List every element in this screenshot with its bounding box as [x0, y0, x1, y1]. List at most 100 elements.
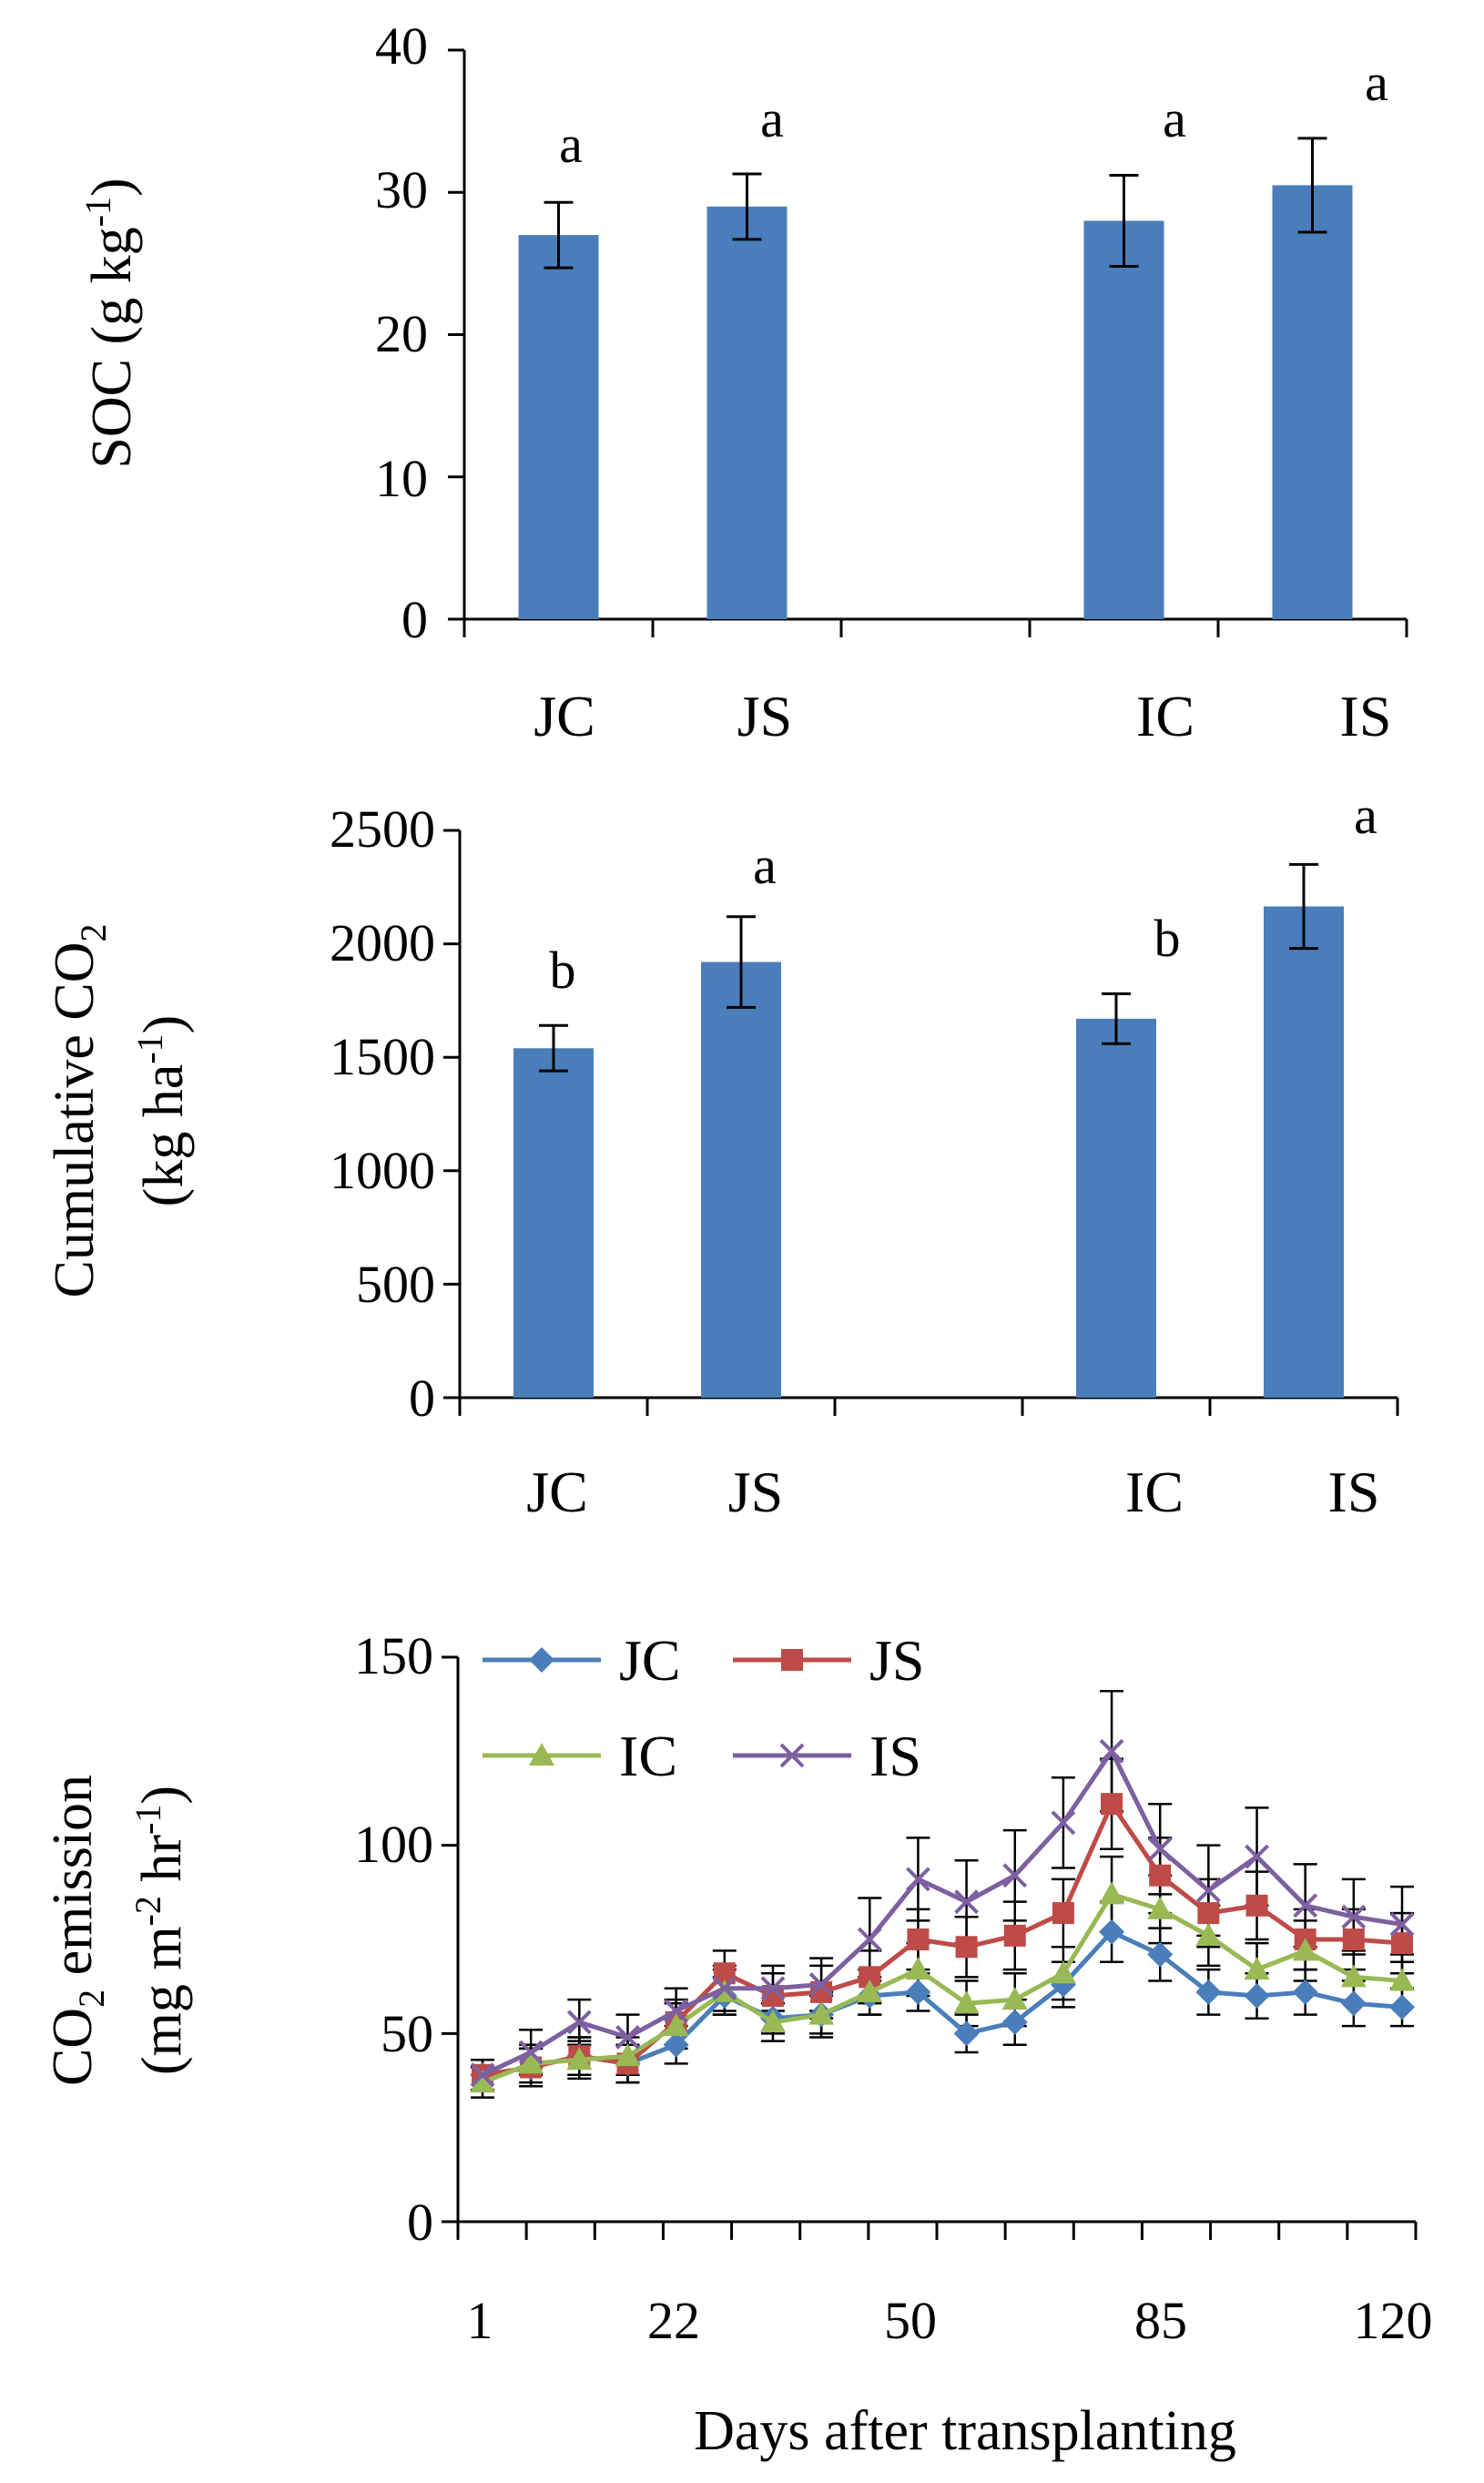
data-point-is [1293, 1893, 1318, 1918]
data-point-jc [1195, 1979, 1222, 2005]
emission-ylabel-line1: CO2 emission [42, 1775, 112, 2086]
data-point-jc [1001, 2009, 1028, 2035]
soc-cat-ic: IC [1136, 684, 1194, 748]
emission-legend: JC JS IC IS [483, 1628, 925, 1788]
emission-xtick-50: 50 [884, 2291, 937, 2350]
soc-letter-jc: a [559, 115, 583, 174]
data-point-js [907, 1928, 930, 1950]
data-point-is [712, 1976, 737, 2001]
series-line-ic [482, 1891, 1403, 2085]
data-point-jc [1389, 1994, 1415, 2020]
data-point-ic [1389, 1968, 1415, 1991]
data-point-ic [1099, 1881, 1125, 1905]
legend-marker-is [779, 1743, 805, 1768]
data-point-ic [1244, 1957, 1270, 1980]
emission-xtick-1: 1 [467, 2291, 493, 2350]
co2-ytick-2000: 2000 [330, 913, 435, 972]
data-point-js [1101, 1793, 1123, 1816]
co2-letter-jc: b [550, 941, 576, 1000]
data-point-is [566, 2010, 592, 2035]
data-point-is [1147, 1837, 1173, 1862]
data-point-js [1052, 1902, 1074, 1925]
data-point-jc [1099, 1918, 1125, 1945]
soc-category-labels: JC JS IC IS [534, 684, 1391, 748]
soc-plot-area [448, 48, 1408, 637]
co2-cat-ic: IC [1125, 1460, 1184, 1524]
data-point-jc [663, 2031, 689, 2058]
data-point-ic [1292, 1938, 1318, 1961]
co2-ytick-1500: 1500 [330, 1027, 435, 1086]
series-is [470, 1738, 1415, 2088]
emission-xtick-85: 85 [1134, 2291, 1187, 2350]
data-point-ic [759, 2009, 786, 2032]
data-point-ic [905, 1957, 931, 1980]
data-point-ic [1001, 1987, 1028, 2010]
co2-emission-chart: CO2 emission (mg m-2 hr-1) 0 50 100 150 … [42, 1626, 1433, 2462]
data-point-is [1341, 1904, 1367, 1929]
data-point-ic [1340, 1964, 1367, 1988]
legend-marker-jc [529, 1647, 554, 1673]
data-point-ic [470, 2070, 495, 2093]
soc-bar-js [706, 206, 788, 619]
emission-xlabel: Days after transplanting [694, 2400, 1236, 2462]
soc-ytick-labels: 0 10 20 30 40 [375, 16, 428, 649]
legend-marker-js [781, 1649, 803, 1671]
soc-ylabel: SOC (g kg-1) [77, 178, 143, 468]
soc-bar-jc [518, 235, 599, 619]
data-point-ic [663, 2013, 689, 2037]
co2-ytick-1000: 1000 [330, 1141, 435, 1200]
data-point-ic [808, 2001, 835, 2025]
co2-bar-js [701, 962, 781, 1398]
cumulative-co2-letter-labels: b a b a [550, 786, 1377, 1000]
soc-ytick-20: 20 [375, 304, 428, 363]
data-point-ic [566, 2047, 593, 2071]
series-js [472, 1793, 1413, 2086]
soc-letter-is: a [1365, 53, 1388, 112]
data-point-js [1391, 1932, 1413, 1955]
co2-cat-js: JS [728, 1460, 784, 1524]
cumulative-co2-ytick-labels: 0 500 1000 1500 2000 2500 [330, 799, 435, 1428]
data-point-jc [1147, 1941, 1174, 1968]
data-point-ic [1147, 1896, 1174, 1919]
emission-ytick-50: 50 [381, 2004, 433, 2063]
co2-ytick-0: 0 [409, 1369, 435, 1428]
soc-ytick-30: 30 [375, 160, 428, 219]
co2-letter-ic: b [1154, 909, 1181, 968]
data-point-js [955, 1936, 978, 1959]
soc-cat-jc: JC [534, 684, 595, 748]
legend-label-js: JS [869, 1628, 925, 1693]
co2-cat-jc: JC [526, 1460, 588, 1524]
legend-label-jc: JC [619, 1628, 681, 1693]
cumulative-co2-category-labels: JC JS IC IS [526, 1460, 1379, 1524]
series-errorbars-is [471, 1689, 1414, 2091]
data-point-is [760, 1976, 786, 2001]
data-point-is [1099, 1738, 1124, 1764]
data-point-ic [1195, 1922, 1222, 1946]
data-point-is [1195, 1878, 1221, 1903]
co2-ytick-500: 500 [356, 1255, 435, 1314]
legend-label-is: IS [869, 1724, 921, 1788]
data-point-is [857, 1927, 882, 1952]
data-point-is [808, 1972, 834, 1998]
cumulative-co2-plot-area [443, 829, 1399, 1416]
data-point-is [1051, 1810, 1076, 1836]
data-point-jc [1292, 1979, 1318, 2005]
data-point-js [1342, 1928, 1365, 1950]
data-point-is [1245, 1844, 1269, 1869]
co2-cat-is: IS [1328, 1460, 1380, 1524]
data-point-is [518, 2040, 544, 2065]
soc-ytick-0: 0 [401, 590, 428, 649]
legend-marker-ic [529, 1743, 554, 1766]
data-point-js [1003, 1924, 1026, 1947]
cumulative-co2-chart: Cumulative CO2 (kg ha-1) 0 500 1000 1500… [44, 786, 1399, 1524]
emission-ytick-0: 0 [407, 2193, 433, 2252]
soc-cat-is: IS [1340, 684, 1392, 748]
soc-bar-is [1272, 185, 1353, 619]
data-point-ic [518, 2051, 544, 2074]
emission-xtick-labels: 1 22 50 85 120 [467, 2291, 1433, 2350]
data-point-jc [1340, 1990, 1367, 2017]
co2-letter-is: a [1354, 786, 1377, 845]
data-point-is [906, 1867, 930, 1892]
cumulative-co2-ylabel-line2: (kg ha-1) [129, 1015, 195, 1207]
